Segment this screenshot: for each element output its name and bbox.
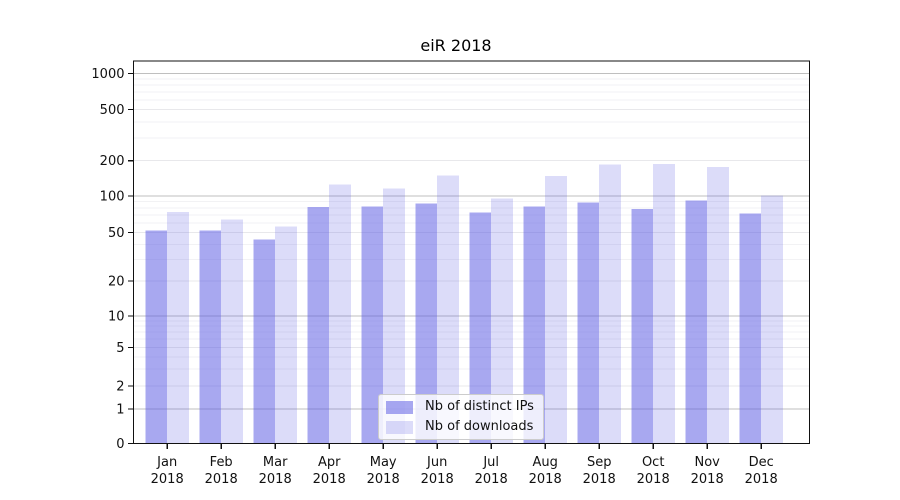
x-axis-tick-label-year: 2018 bbox=[691, 472, 724, 487]
y-axis-tick-label: 1 bbox=[116, 403, 124, 418]
y-axis-tick-label: 1000 bbox=[91, 67, 124, 82]
y-axis-tick-label: 20 bbox=[108, 275, 125, 290]
bar-downloads bbox=[761, 195, 783, 444]
bar-downloads bbox=[653, 163, 675, 444]
bar-downloads bbox=[545, 176, 567, 444]
bar-downloads bbox=[437, 175, 459, 444]
x-axis-tick-label-year: 2018 bbox=[313, 472, 346, 487]
legend-label-distinct-ips: Nb of distinct IPs bbox=[425, 399, 534, 414]
x-axis-tick-label-month: Dec bbox=[749, 455, 774, 470]
bar-downloads bbox=[707, 166, 729, 444]
bar-downloads bbox=[275, 226, 297, 444]
legend-swatch-downloads bbox=[386, 420, 413, 434]
x-axis-tick-label-month: Jul bbox=[482, 455, 499, 470]
bar-distinct-ips bbox=[523, 206, 546, 444]
y-axis-tick-label: 200 bbox=[100, 154, 125, 169]
chart-title: eiR 2018 bbox=[420, 36, 492, 55]
y-axis-tick-label: 100 bbox=[100, 190, 125, 205]
bar-distinct-ips bbox=[415, 203, 438, 444]
x-axis-tick-label-month: Jan bbox=[156, 455, 177, 470]
bar-distinct-ips bbox=[307, 207, 330, 444]
bar-distinct-ips bbox=[739, 213, 762, 444]
bar-downloads bbox=[599, 164, 621, 444]
y-axis-tick-label: 500 bbox=[100, 103, 125, 118]
x-axis-tick-label-year: 2018 bbox=[745, 472, 778, 487]
x-axis-tick-label-year: 2018 bbox=[367, 472, 400, 487]
bar-downloads bbox=[167, 211, 189, 444]
bar-downloads bbox=[491, 198, 513, 444]
y-axis-tick-label: 10 bbox=[108, 310, 125, 325]
bar-distinct-ips bbox=[685, 200, 708, 444]
y-axis-tick-label: 5 bbox=[116, 341, 124, 356]
x-axis-tick-label-year: 2018 bbox=[151, 472, 184, 487]
x-axis-tick-label-month: Mar bbox=[263, 455, 288, 470]
bar-distinct-ips bbox=[199, 230, 222, 444]
x-axis-tick-label-month: Oct bbox=[642, 455, 664, 470]
bar-downloads bbox=[329, 184, 351, 444]
bar-downloads bbox=[221, 219, 243, 444]
legend-row-distinct-ips: Nb of distinct IPs bbox=[386, 400, 534, 414]
x-axis-tick-label-month: Aug bbox=[533, 455, 558, 470]
legend-swatch-distinct-ips bbox=[386, 400, 413, 414]
y-axis-tick-label: 50 bbox=[108, 226, 125, 241]
x-axis-tick-label-year: 2018 bbox=[583, 472, 616, 487]
legend-row-downloads: Nb of downloads bbox=[386, 420, 534, 434]
bar-distinct-ips bbox=[253, 239, 276, 444]
x-axis-tick-label-year: 2018 bbox=[205, 472, 238, 487]
x-axis-tick-label-month: Apr bbox=[318, 455, 341, 470]
x-axis-tick-label-year: 2018 bbox=[529, 472, 562, 487]
y-axis-tick-label: 0 bbox=[116, 437, 124, 452]
bar-distinct-ips bbox=[577, 202, 600, 444]
bar-downloads bbox=[383, 188, 405, 444]
x-axis-tick-label-month: Feb bbox=[210, 455, 233, 470]
x-axis-tick-label-year: 2018 bbox=[637, 472, 670, 487]
x-axis-tick-label-year: 2018 bbox=[475, 472, 508, 487]
x-axis-tick-label-year: 2018 bbox=[421, 472, 454, 487]
bar-distinct-ips bbox=[361, 206, 384, 444]
bar-distinct-ips bbox=[469, 212, 492, 444]
x-axis-tick-label-month: Sep bbox=[587, 455, 612, 470]
bar-distinct-ips bbox=[145, 230, 168, 444]
x-axis-tick-label-year: 2018 bbox=[259, 472, 292, 487]
legend: Nb of distinct IPs Nb of downloads bbox=[378, 394, 544, 440]
x-axis-tick-label-month: May bbox=[370, 455, 397, 470]
axis-frame bbox=[132, 60, 811, 445]
bar-distinct-ips bbox=[631, 209, 654, 444]
legend-label-downloads: Nb of downloads bbox=[425, 419, 534, 434]
y-axis-tick-label: 2 bbox=[116, 380, 124, 395]
x-axis-tick-label-month: Nov bbox=[695, 455, 721, 470]
x-axis-tick-label-month: Jun bbox=[426, 455, 447, 470]
